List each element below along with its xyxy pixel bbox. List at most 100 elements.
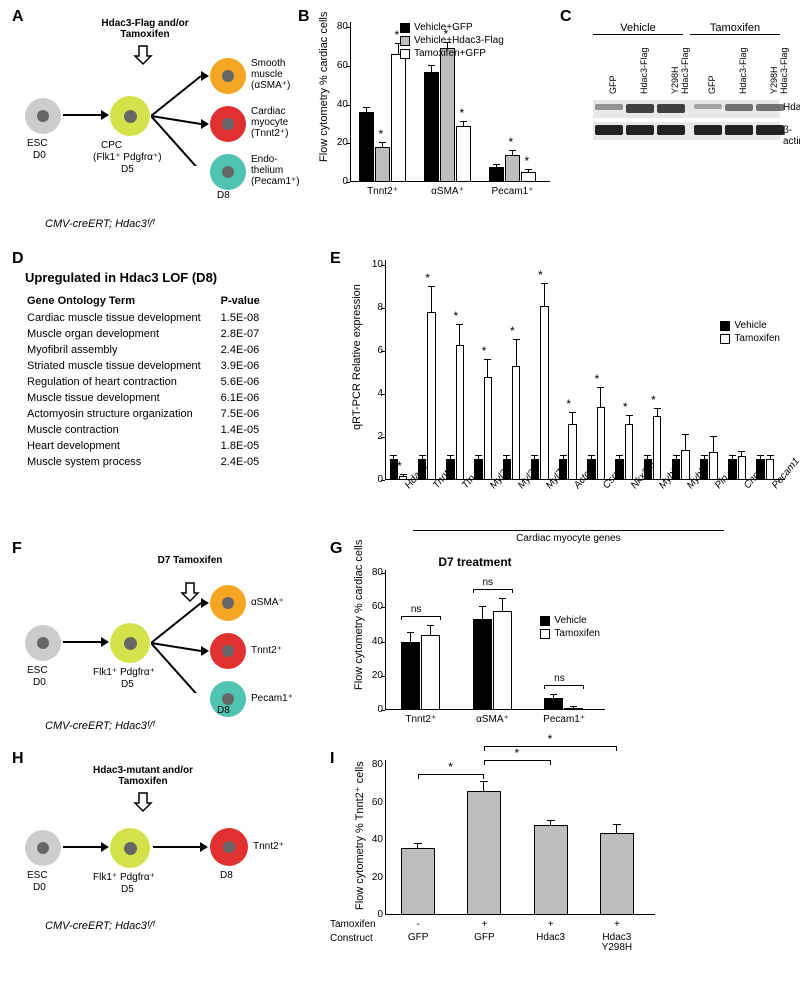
go-pvalue: 1.8E-05 bbox=[221, 439, 278, 453]
table-row: Heart development1.8E-05 bbox=[27, 439, 278, 453]
error-cap bbox=[509, 150, 516, 151]
legend-item: Tamoxifen bbox=[720, 333, 780, 344]
y-tick: 20 bbox=[363, 872, 383, 883]
table-row: Muscle tissue development6.1E-06 bbox=[27, 391, 278, 405]
bar bbox=[427, 312, 435, 480]
ns-bracket bbox=[544, 685, 584, 689]
tamoxifen-label: - bbox=[385, 919, 451, 930]
error-cap bbox=[682, 434, 689, 435]
go-pvalue: 1.5E-08 bbox=[221, 311, 278, 325]
bar bbox=[424, 72, 439, 182]
esc-day-f: D0 bbox=[33, 677, 46, 688]
error-bar bbox=[459, 325, 460, 344]
esc-cell-f bbox=[25, 625, 61, 661]
table-row: Muscle organ development2.8E-07 bbox=[27, 327, 278, 341]
error-bar bbox=[366, 108, 367, 112]
error-bar bbox=[403, 475, 404, 476]
y-tick: 20 bbox=[328, 137, 348, 148]
panel-e-ylabel: qRT-PCR Relative expression bbox=[351, 284, 363, 430]
y-tick: 80 bbox=[363, 759, 383, 770]
sig-star: * bbox=[482, 344, 487, 358]
bar bbox=[359, 112, 374, 182]
error-cap bbox=[460, 121, 467, 122]
error-cap bbox=[480, 781, 488, 782]
panel-a-treatment: Hdac3-Flag and/or Tamoxifen bbox=[80, 18, 210, 40]
esc-day: D0 bbox=[33, 150, 46, 161]
panel-label-b: B bbox=[298, 8, 310, 26]
cpc-cell-h bbox=[110, 828, 150, 868]
lane-label: Y298H Hdac3-Flag bbox=[770, 47, 790, 94]
bar bbox=[521, 172, 536, 182]
error-cap bbox=[525, 169, 532, 170]
arrow-esc-cpc-h-icon bbox=[63, 840, 109, 854]
bar bbox=[540, 306, 548, 480]
error-cap bbox=[710, 436, 717, 437]
error-cap bbox=[547, 820, 555, 821]
d8-label-f: D8 bbox=[217, 705, 230, 716]
y-tick: 80 bbox=[328, 21, 348, 32]
error-bar bbox=[516, 340, 517, 366]
lane-label: GFP bbox=[708, 75, 718, 94]
error-bar bbox=[685, 435, 686, 450]
lineage-label: Smooth muscle (αSMA⁺) bbox=[251, 58, 290, 91]
esc-cell bbox=[25, 98, 61, 134]
y-tick: 20 bbox=[363, 670, 383, 681]
error-bar bbox=[482, 607, 483, 619]
bar bbox=[625, 424, 633, 480]
error-bar bbox=[647, 456, 648, 458]
error-cap bbox=[673, 455, 680, 456]
error-bar bbox=[760, 456, 761, 458]
panel-h-schematic: Hdac3-mutant and/or Tamoxifen ESC D0 Flk… bbox=[25, 765, 295, 925]
x-label: Pecam1⁺ bbox=[528, 714, 600, 725]
error-bar bbox=[770, 456, 771, 458]
bar bbox=[564, 708, 583, 710]
sig-star: * bbox=[454, 309, 459, 323]
error-bar bbox=[616, 825, 617, 833]
sig-star: * bbox=[651, 393, 656, 407]
sig-star: * bbox=[460, 106, 465, 120]
bar bbox=[505, 155, 520, 182]
error-bar bbox=[528, 170, 529, 172]
go-term: Cardiac muscle tissue development bbox=[27, 311, 219, 325]
error-cap bbox=[550, 694, 557, 695]
panel-d-table: Upregulated in Hdac3 LOF (D8) Gene Ontol… bbox=[25, 270, 315, 471]
error-bar bbox=[657, 409, 658, 415]
error-bar bbox=[741, 452, 742, 456]
comparison-bracket bbox=[484, 746, 617, 751]
d8-label-h: D8 bbox=[220, 870, 233, 881]
legend-label: Tamoxifen bbox=[554, 628, 600, 639]
lane-label: GFP bbox=[609, 75, 619, 94]
d8-label: D8 bbox=[217, 190, 230, 201]
error-cap bbox=[569, 412, 576, 413]
error-cap bbox=[644, 455, 651, 456]
error-cap bbox=[729, 455, 736, 456]
error-bar bbox=[512, 151, 513, 155]
panel-label-g: G bbox=[330, 540, 342, 558]
error-bar bbox=[478, 456, 479, 458]
actin-band bbox=[657, 125, 685, 135]
hdac3-label: Hdac3 bbox=[783, 102, 800, 113]
bar bbox=[600, 833, 634, 916]
lineage-marker-f: Pecam1⁺ bbox=[251, 693, 293, 704]
y-tick: 60 bbox=[328, 60, 348, 71]
legend-label: Vehicle+Hdac3-Flag bbox=[414, 35, 504, 46]
error-cap bbox=[407, 632, 414, 633]
bar bbox=[766, 459, 774, 481]
hdac3-band bbox=[694, 104, 722, 109]
bar bbox=[456, 126, 471, 182]
bar bbox=[474, 459, 482, 481]
esc-label-h: ESC bbox=[27, 870, 48, 881]
table-row: Myofibril assembly2.4E-06 bbox=[27, 343, 278, 357]
panel-i-chart: Flow cytometry % Tnnt2⁺ cells 020406080-… bbox=[345, 760, 655, 960]
lineage-cell bbox=[210, 154, 246, 190]
lineage-cell bbox=[210, 58, 246, 94]
actin-label: β-actin bbox=[783, 125, 800, 147]
go-pvalue: 5.6E-06 bbox=[221, 375, 278, 389]
legend-label: Tamoxifen bbox=[734, 333, 780, 344]
bar bbox=[440, 48, 455, 182]
cpc-markers-f: Flk1⁺ Pdgfrα⁺ bbox=[93, 667, 155, 678]
tamoxifen-label: + bbox=[451, 919, 517, 930]
cpc-cell-f bbox=[110, 623, 150, 663]
row-label-construct: Construct bbox=[330, 933, 373, 944]
lineage-h bbox=[210, 828, 248, 866]
